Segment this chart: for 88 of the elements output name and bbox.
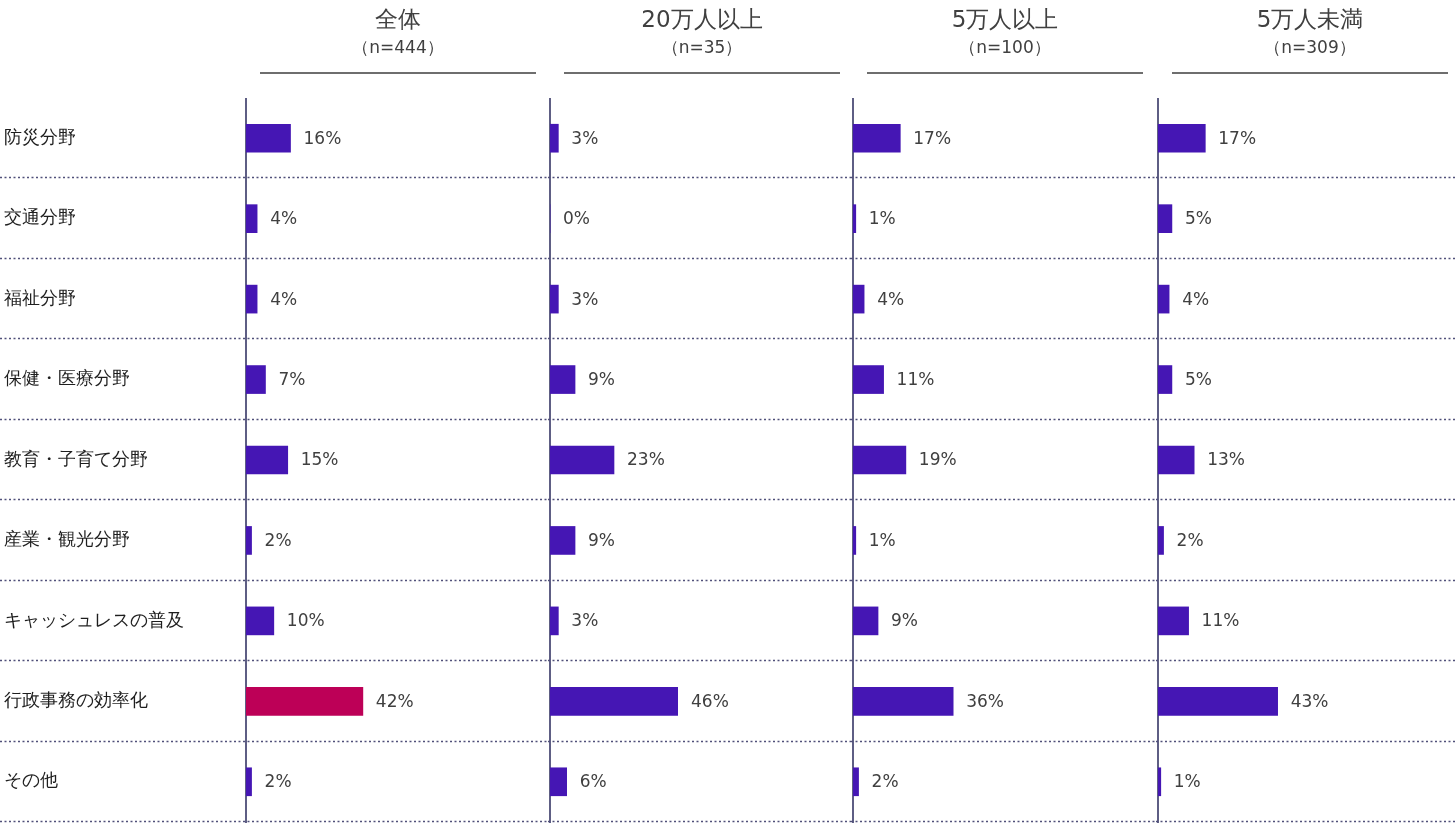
data-label: 11% — [1201, 610, 1240, 631]
bar — [246, 767, 252, 797]
data-label: 36% — [966, 690, 1004, 711]
bar — [246, 445, 289, 475]
data-label: 3% — [571, 610, 599, 631]
bar — [246, 687, 364, 716]
bar — [246, 123, 291, 153]
data-label: 17% — [1218, 127, 1257, 148]
bar — [1158, 284, 1170, 314]
bar — [550, 123, 559, 153]
bar — [550, 767, 568, 797]
y-tick-label: キャッシュレスの普及 — [4, 608, 184, 630]
data-label: 5% — [1184, 368, 1212, 389]
bar — [853, 606, 879, 636]
text: 5万人以上 — [950, 5, 1060, 34]
data-label: 17% — [913, 127, 952, 148]
data-label: 1% — [868, 529, 896, 550]
data-label: 42% — [375, 690, 414, 711]
data-label: 19% — [918, 449, 957, 470]
data-label: 2% — [264, 771, 292, 792]
data-label: 4% — [270, 208, 298, 229]
data-label: 15% — [300, 449, 339, 470]
bar — [1158, 445, 1195, 475]
bar — [853, 123, 901, 153]
y-tick-label: 福祉分野 — [4, 286, 76, 308]
bar — [550, 445, 615, 475]
bar — [853, 687, 954, 716]
bar — [853, 445, 907, 475]
y-tick-label: 保健・医療分野 — [4, 367, 130, 389]
y-tick-label: 産業・観光分野 — [4, 528, 130, 550]
chart-subtitle: （n=309） — [1263, 36, 1357, 58]
bar — [1158, 606, 1189, 636]
bar — [1158, 687, 1278, 716]
data-label: 4% — [1182, 288, 1210, 309]
data-label: 0% — [563, 208, 590, 229]
data-label: 11% — [896, 368, 935, 389]
bar — [246, 606, 275, 636]
bar — [1158, 204, 1173, 233]
bar — [246, 284, 258, 314]
bar — [550, 365, 576, 394]
bar — [853, 204, 857, 233]
data-label: 23% — [627, 449, 665, 470]
bar — [246, 204, 258, 233]
data-label: 43% — [1290, 690, 1329, 711]
bar — [853, 284, 865, 314]
y-tick-label: 防災分野 — [4, 125, 76, 147]
data-label: 9% — [588, 529, 616, 550]
data-label: 3% — [571, 127, 599, 148]
chart-title: 全体 — [374, 5, 422, 34]
bar — [246, 526, 252, 555]
bar — [550, 526, 576, 555]
bar — [550, 687, 678, 716]
data-label: 3% — [571, 288, 599, 309]
bar — [1158, 123, 1206, 153]
data-label: 9% — [588, 368, 616, 389]
bar — [853, 526, 857, 555]
data-label: 10% — [286, 610, 325, 631]
chart-subtitle: （n=35） — [660, 36, 744, 58]
data-label: 6% — [579, 771, 607, 792]
bar — [550, 606, 559, 636]
bar — [1158, 365, 1173, 394]
data-label: 5% — [1184, 208, 1212, 229]
bar — [853, 365, 884, 394]
bar — [1158, 767, 1162, 797]
data-label: 4% — [270, 288, 298, 309]
chart-title: 5万人未満 — [1255, 5, 1365, 34]
bar — [853, 767, 859, 797]
bar — [246, 365, 266, 394]
chart-subtitle: （n=444） — [351, 36, 445, 58]
y-tick-label: 教育・子育て分野 — [4, 447, 148, 469]
y-tick-label: 行政事務の効率化 — [4, 689, 148, 711]
data-label: 2% — [1176, 529, 1204, 550]
data-label: 1% — [1173, 771, 1201, 792]
data-label: 2% — [264, 529, 292, 550]
y-tick-label: その他 — [4, 769, 58, 791]
data-label: 1% — [868, 208, 896, 229]
data-label: 13% — [1207, 449, 1245, 470]
data-label: 16% — [303, 127, 342, 148]
data-label: 2% — [871, 771, 899, 792]
bar — [550, 284, 559, 314]
data-label: 7% — [278, 368, 306, 389]
data-label: 4% — [877, 288, 905, 309]
bar — [1158, 526, 1164, 555]
chart-title: 20万人以上 — [640, 5, 764, 34]
data-label: 9% — [891, 610, 919, 631]
y-tick-label: 交通分野 — [4, 206, 76, 228]
text: （n=100） — [958, 36, 1052, 58]
data-label: 46% — [691, 690, 729, 711]
